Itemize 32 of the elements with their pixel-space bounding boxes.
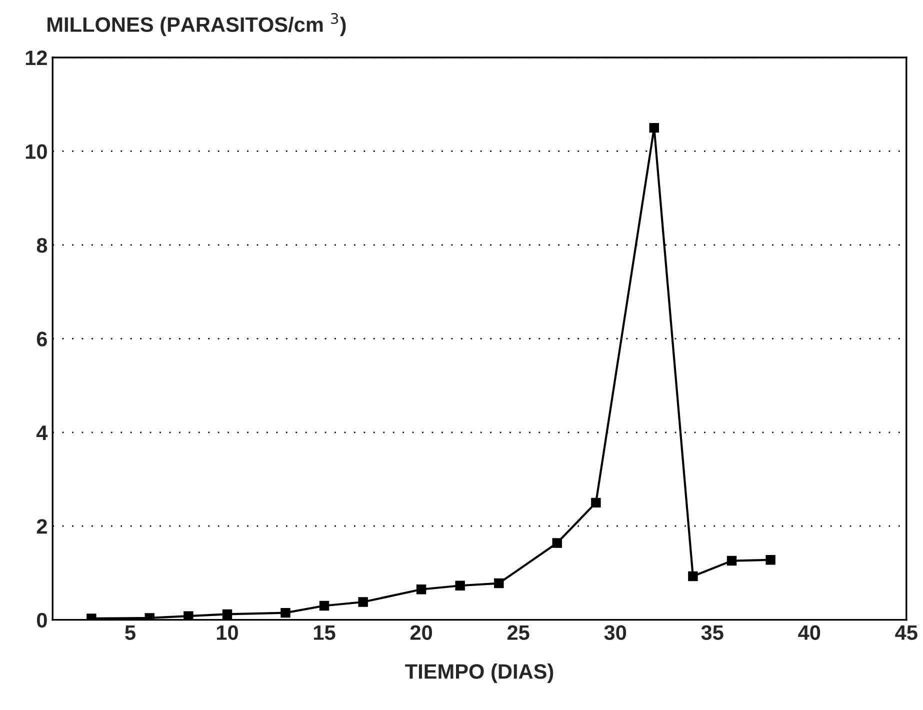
y-tick-label: 10 <box>26 144 47 159</box>
point <box>455 580 465 590</box>
point <box>184 611 194 620</box>
point <box>591 498 601 508</box>
x-tick-label: 25 <box>507 625 530 640</box>
y-tick-label: 12 <box>26 50 47 66</box>
point <box>280 608 290 618</box>
y-tick-label: 4 <box>36 426 48 440</box>
x-tick-label: 15 <box>314 625 336 640</box>
y-axis-title: MILLONES (PARASITOS/cm $^{3}$) <box>48 12 346 36</box>
y-tick-label: 2 <box>36 519 47 534</box>
point <box>494 578 504 588</box>
point <box>766 554 776 565</box>
point <box>552 538 562 548</box>
x-axis-title: TIEMPO (DIAS) <box>405 664 554 683</box>
x-tick-label: 20 <box>410 625 432 640</box>
point <box>688 571 698 582</box>
point <box>416 584 426 594</box>
point <box>726 556 737 566</box>
point <box>222 609 232 620</box>
point <box>319 600 330 611</box>
x-tick-label: 5 <box>125 625 136 640</box>
point <box>649 122 659 133</box>
y-tick-label: 8 <box>36 238 48 253</box>
y-tick-label: 6 <box>36 332 47 346</box>
x-tick-label: 10 <box>216 625 238 640</box>
x-tick-label: 45 <box>895 625 918 640</box>
y-tick-label: 0 <box>36 612 47 628</box>
point <box>358 597 368 607</box>
x-tick-label: 30 <box>604 625 626 640</box>
x-tick-label: 40 <box>798 625 820 640</box>
x-tick-label: 35 <box>701 625 724 640</box>
